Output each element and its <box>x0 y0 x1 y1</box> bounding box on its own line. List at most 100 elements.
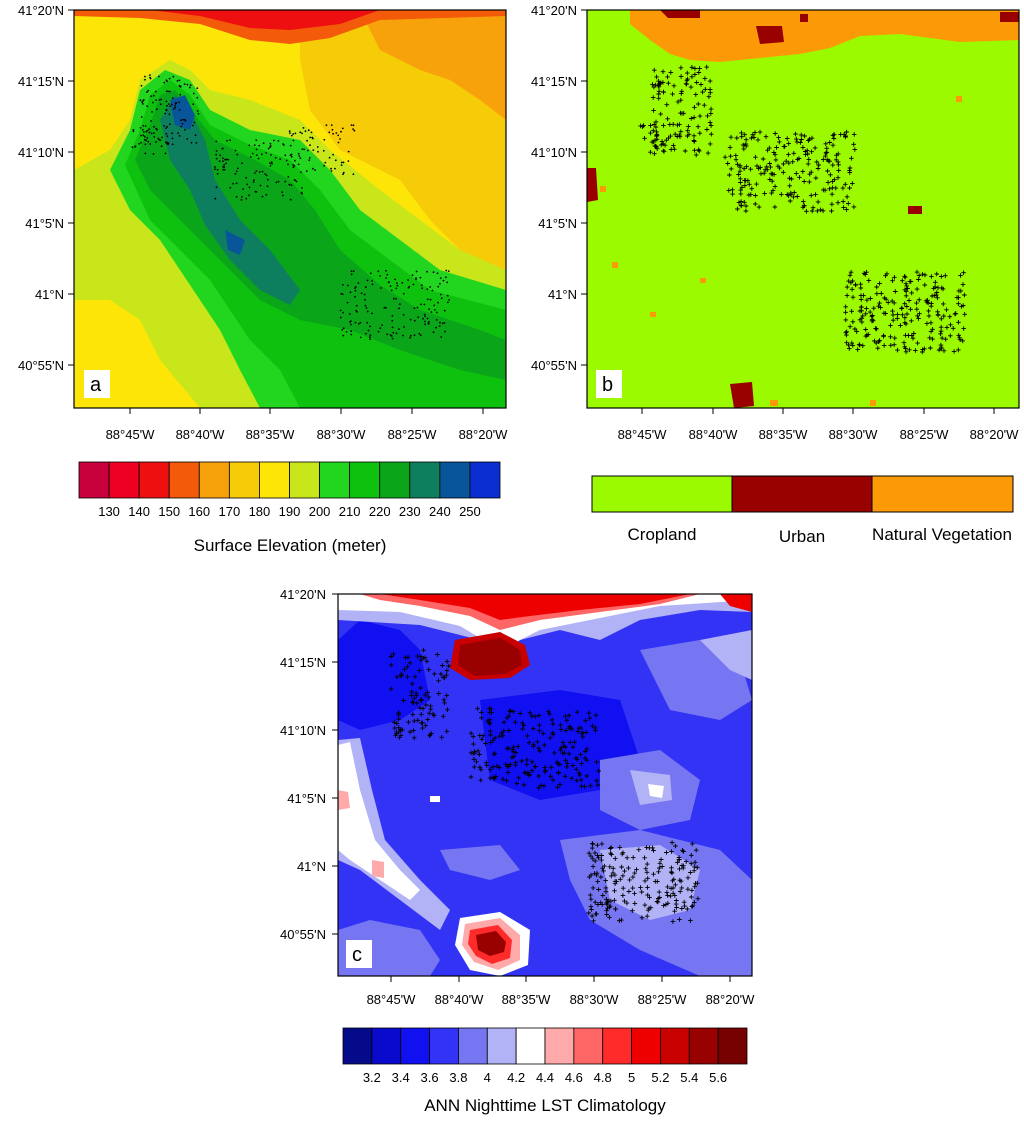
panel-a-colorbar-tick-label: 150 <box>158 504 180 519</box>
panel-b-site-marker <box>835 175 841 180</box>
panel-b-site-marker <box>667 122 673 127</box>
panel-a-site-dot <box>439 282 441 285</box>
panel-a-site-dot <box>341 127 344 130</box>
panel-c-site-marker <box>564 764 570 770</box>
panel-a-site-dot <box>197 112 200 115</box>
panel-b-site-marker <box>895 347 900 353</box>
panel-c-colorbar-tick-label: 4.4 <box>536 1070 554 1085</box>
panel-b-site-marker <box>908 307 913 312</box>
panel-c-site-marker <box>426 694 432 700</box>
panel-a-colorbar-swatch <box>289 461 320 499</box>
panel-b-site-marker <box>807 136 812 142</box>
panel-a-site-dot <box>131 146 134 149</box>
panel-a-site-dot <box>235 196 238 198</box>
panel-a-site-dot <box>167 103 170 105</box>
panel-a-site-dot <box>415 277 417 279</box>
panel-b-site-marker <box>806 157 812 162</box>
panel-a-site-dot <box>138 142 141 145</box>
panel-a-site-dot <box>215 150 218 152</box>
panel-b-site-marker <box>927 335 932 341</box>
panel-a-site-dot <box>177 132 180 135</box>
panel-a-site-dot <box>165 108 168 111</box>
panel-b-site-marker <box>685 128 690 133</box>
panel-c-site-marker <box>537 748 542 754</box>
panel-a-site-dot <box>391 326 394 329</box>
panel-b-site-marker <box>660 80 666 85</box>
panel-b-site-marker <box>836 168 841 173</box>
panel-b-site-marker <box>844 340 849 345</box>
panel-a-site-dot <box>340 130 342 133</box>
panel-c-site-marker <box>504 746 510 751</box>
panel-b-site-marker <box>956 333 961 338</box>
panel-a-site-dot <box>411 274 414 277</box>
panel-a-site-dot <box>192 92 195 95</box>
panel-a-site-dot <box>176 80 179 82</box>
panel-b-site-marker <box>740 142 746 148</box>
panel-a-colorbar-tick-label: 210 <box>339 504 361 519</box>
panel-b-site-marker <box>658 142 664 148</box>
panel-c-colorbar-swatch <box>342 1027 373 1065</box>
panel-a-site-dot <box>385 277 387 279</box>
panel-a-site-dot <box>354 295 356 298</box>
panel-a-site-dot <box>223 168 226 171</box>
panel-c-site-marker <box>689 904 695 909</box>
panel-b-site-marker <box>850 319 856 325</box>
panel-a-site-dot <box>178 79 181 82</box>
panel-a-site-dot <box>440 336 443 338</box>
panel-a-colorbar-tick-label: 160 <box>188 504 210 519</box>
panel-b-site-marker <box>672 146 677 152</box>
panel-a-site-dot <box>140 134 142 137</box>
panel-b-site-marker <box>656 96 661 101</box>
panel-a-site-dot <box>190 141 193 144</box>
panel-a-site-dot <box>297 152 300 155</box>
panel-a-site-dot <box>171 137 174 140</box>
panel-a-site-dot <box>412 283 415 286</box>
panel-b-site-marker <box>889 298 895 304</box>
panel-a-site-dot <box>415 278 417 281</box>
panel-b-site-marker <box>843 317 849 323</box>
panel-a-site-dot <box>146 105 149 107</box>
panel-a-site-dot <box>167 142 170 145</box>
panel-b-site-marker <box>650 95 656 100</box>
panel-a-site-dot <box>379 327 382 329</box>
panel-a-site-dot <box>266 178 269 181</box>
panel-a-site-dot <box>312 137 314 140</box>
panel-a-site-dot <box>352 270 355 272</box>
panel-c-site-marker <box>500 776 506 782</box>
panel-b-site-marker <box>863 327 868 332</box>
panel-b-site-marker <box>692 148 697 153</box>
panel-c-site-marker <box>428 703 433 709</box>
panel-a-site-dot <box>152 94 155 97</box>
panel-a-site-dot <box>241 196 243 198</box>
panel-a-site-dot <box>165 100 168 103</box>
panel-c-site-marker <box>588 892 593 898</box>
panel-a-site-dot <box>234 173 237 175</box>
panel-b-site-marker <box>730 187 735 193</box>
panel-b-site-marker <box>696 147 701 153</box>
panel-c-site-marker <box>620 885 626 891</box>
panel-b-site-marker <box>813 192 818 197</box>
panel-b-site-marker <box>903 293 909 299</box>
panel-c-site-marker <box>486 720 492 726</box>
panel-b-site-marker <box>960 282 966 287</box>
panel-b-site-marker <box>652 151 657 156</box>
panel-b-site-marker <box>844 293 850 298</box>
panel-c-site-marker <box>409 693 414 698</box>
panel-b-site-marker <box>749 186 755 191</box>
panel-a-site-dot <box>430 311 433 313</box>
panel-b-site-marker <box>850 343 856 348</box>
panel-b-site-marker <box>750 132 756 137</box>
panel-b-site-marker <box>854 329 859 334</box>
panel-b-site-marker <box>864 297 870 303</box>
panel-c-site-marker <box>548 765 554 770</box>
panel-a-colorbar-tick-label: 170 <box>219 504 241 519</box>
panel-a-site-dot <box>196 87 199 90</box>
panel-c-site-marker <box>478 767 484 772</box>
panel-a-site-dot <box>432 331 435 334</box>
panel-a-colorbar-swatch <box>108 461 140 499</box>
panel-c-site-marker <box>630 874 636 880</box>
panel-b-site-marker <box>844 284 850 290</box>
panel-a-site-dot <box>340 161 343 164</box>
panel-c-site-marker <box>411 735 417 741</box>
